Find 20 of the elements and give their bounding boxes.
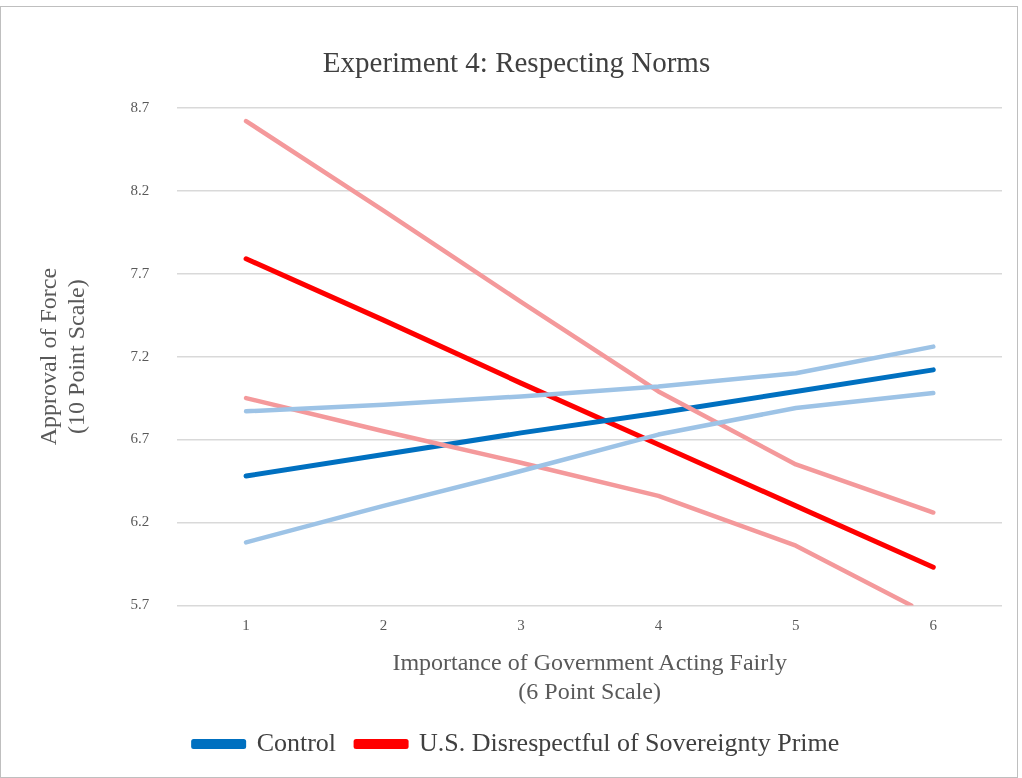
x-tick-label: 1 [242, 617, 250, 634]
text: Importance of Government Acting Fairly [392, 649, 787, 676]
chart-title: Experiment 4: Respecting Norms [322, 46, 711, 79]
x-tick-label: 4 [654, 617, 663, 634]
y-tick-label: 7.7 [130, 264, 150, 281]
legend-label: U.S. Disrespectful of Sovereignty Prime [419, 727, 840, 757]
x-tick-label: 2 [379, 617, 388, 634]
y-tick-label: 8.7 [130, 98, 150, 115]
y-tick-label: 8.2 [130, 181, 150, 198]
x-tick-label: 3 [517, 617, 525, 634]
x-tick-label: 5 [792, 617, 800, 634]
text: (6 Point Scale) [518, 677, 661, 704]
y-tick-label: 6.7 [130, 430, 150, 447]
y-tick-label: 5.7 [130, 596, 150, 613]
y-tick-label: 7.2 [130, 347, 150, 364]
legend-label: Control [256, 727, 337, 757]
x-tick-label: 6 [929, 617, 938, 634]
text: Approval of Force [34, 267, 61, 446]
text: (10 Point Scale) [63, 279, 90, 434]
y-tick-label: 6.2 [130, 513, 150, 530]
